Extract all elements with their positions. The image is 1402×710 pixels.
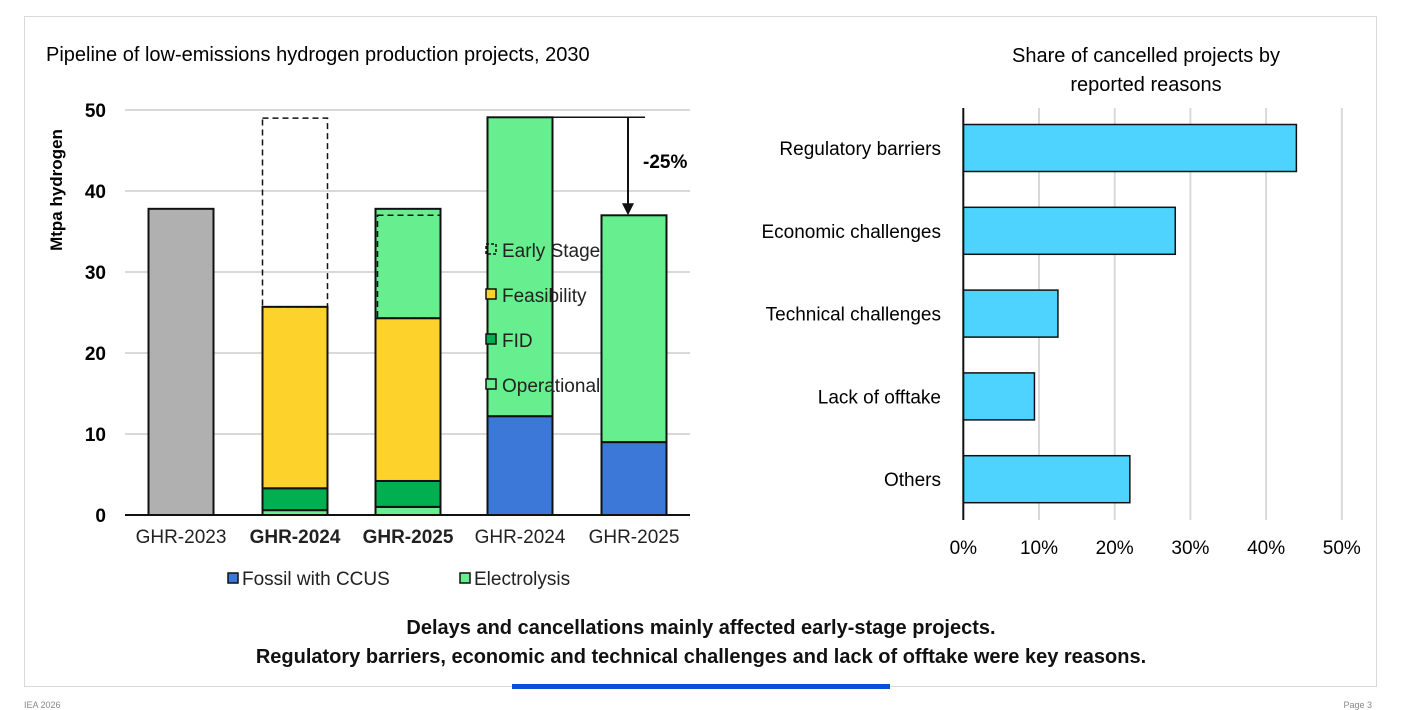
category-label: Technical challenges [766,305,941,326]
bar-segment-early-stage [374,207,442,320]
legend-swatch [227,572,239,584]
legend-label: Operational [502,376,600,397]
footer-right: Page 3 [1343,700,1372,710]
x-tick-label: 20% [1096,538,1134,559]
x-tick-label: GHR-2024 [475,527,566,548]
category-label: Regulatory barriers [779,139,941,160]
y-tick-label: 10 [85,425,106,446]
caption-line-2: Regulatory barriers, economic and techni… [255,646,1147,668]
bar-segment-electrolysis [486,116,554,418]
legend-label: Electrolysis [474,569,570,590]
bar-segment-operational [374,505,442,516]
left-chart-title: Pipeline of low-emissions hydrogen produ… [46,44,590,66]
bar-others [962,454,1131,504]
y-tick-label: 30 [85,263,106,284]
arrow-head-icon [622,203,634,216]
legend-swatch [485,243,497,255]
bar-technical-challenges [962,289,1059,338]
bar-regulatory-barriers [962,123,1298,173]
bar-segment-feasibility [374,317,442,482]
legend-label: Fossil with CCUS [242,569,390,590]
y-tick-label: 50 [85,101,106,122]
footer-left: IEA 2026 [24,700,61,710]
early-stage-outline [376,214,442,319]
legend-swatch [459,572,471,584]
x-tick-label: 0% [950,538,978,559]
x-tick-label: 10% [1020,538,1058,559]
y-tick-label: 0 [95,506,106,527]
bar-economic-challenges [962,206,1177,256]
right-chart-title: Share of cancelled projects by [1012,45,1280,67]
category-label: Others [884,470,941,491]
x-tick-label: 40% [1247,538,1285,559]
legend-label: Feasibility [502,286,587,307]
bar-segment-fid [374,479,442,508]
accent-bar [512,684,890,689]
x-tick-label: 50% [1323,538,1361,559]
bar-segment-feasibility [261,305,329,490]
bar-segment-fossil-with-ccus [600,441,668,517]
change-annotation: -25% [643,152,687,173]
caption-line-1: Delays and cancellations mainly affected… [406,617,996,639]
x-tick-label: GHR-2023 [136,527,227,548]
legend-label: Early Stage [502,241,600,262]
early-stage-outline [261,117,329,308]
y-tick-label: 20 [85,344,106,365]
x-tick-label: GHR-2025 [589,527,680,548]
legend-swatch [485,333,497,345]
legend-label: FID [502,331,533,352]
y-axis-label: Mtpa hydrogen [47,129,66,251]
x-tick-label: GHR-2024 [250,527,341,548]
bar-segment-fid [261,487,329,512]
bar-lack-of-offtake [962,372,1036,421]
right-chart-title: reported reasons [1070,74,1221,96]
legend-swatch [485,378,497,390]
category-label: Lack of offtake [818,387,941,408]
bar-segment-fossil-with-ccus [486,415,554,516]
bar-ghr-2023 [147,207,215,516]
legend-swatch [485,288,497,300]
bar-segment-electrolysis [600,214,668,444]
x-tick-label: 30% [1171,538,1209,559]
x-tick-label: GHR-2025 [363,527,454,548]
y-tick-label: 40 [85,182,106,203]
category-label: Economic challenges [761,222,941,243]
